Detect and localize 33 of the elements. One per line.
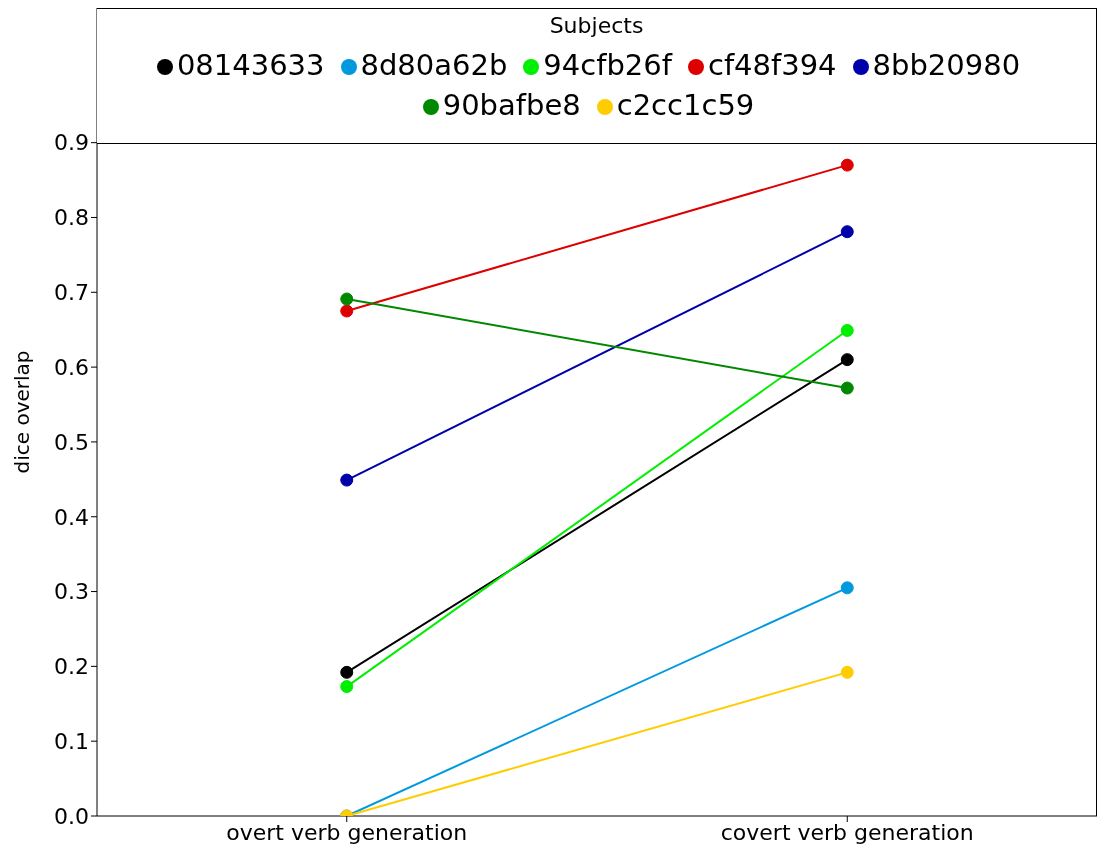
legend-label: 8bb20980 — [872, 48, 1021, 82]
point — [840, 225, 854, 239]
legend-label: 08143633 — [176, 48, 325, 82]
y-axis-title: dice overlap — [10, 350, 35, 474]
legend-label: 94cfb26f — [543, 48, 672, 82]
point — [840, 381, 854, 395]
point — [340, 680, 354, 694]
y-tick-label: 0.9 — [54, 130, 89, 156]
point — [340, 292, 354, 306]
y-tick-label: 0.5 — [54, 429, 89, 455]
point — [340, 665, 354, 679]
point — [340, 473, 354, 487]
legend-label: cf48f394 — [707, 48, 837, 82]
point — [840, 323, 854, 337]
x-tick-label: covert verb generation — [720, 819, 974, 845]
point — [840, 665, 854, 679]
y-tick-label: 0.0 — [54, 803, 89, 829]
legend-label: c2cc1c59 — [616, 88, 755, 122]
y-tick-label: 0.7 — [54, 280, 89, 306]
y-tick-label: 0.1 — [54, 729, 89, 754]
point — [340, 304, 354, 318]
x-tick-label: overt verb generation — [226, 819, 468, 845]
point — [840, 158, 854, 172]
legend-label: 90bafbe8 — [442, 88, 581, 122]
point — [840, 353, 854, 367]
y-tick-label: 0.6 — [54, 354, 89, 380]
y-tick-label: 0.4 — [54, 504, 89, 530]
legend-title: Subjects — [548, 13, 645, 38]
point — [840, 581, 854, 595]
y-tick-label: 0.2 — [54, 654, 89, 680]
legend-label: 8d80a62b — [360, 48, 508, 82]
y-tick-label: 0.3 — [54, 579, 89, 605]
y-tick-label: 0.8 — [54, 205, 89, 231]
